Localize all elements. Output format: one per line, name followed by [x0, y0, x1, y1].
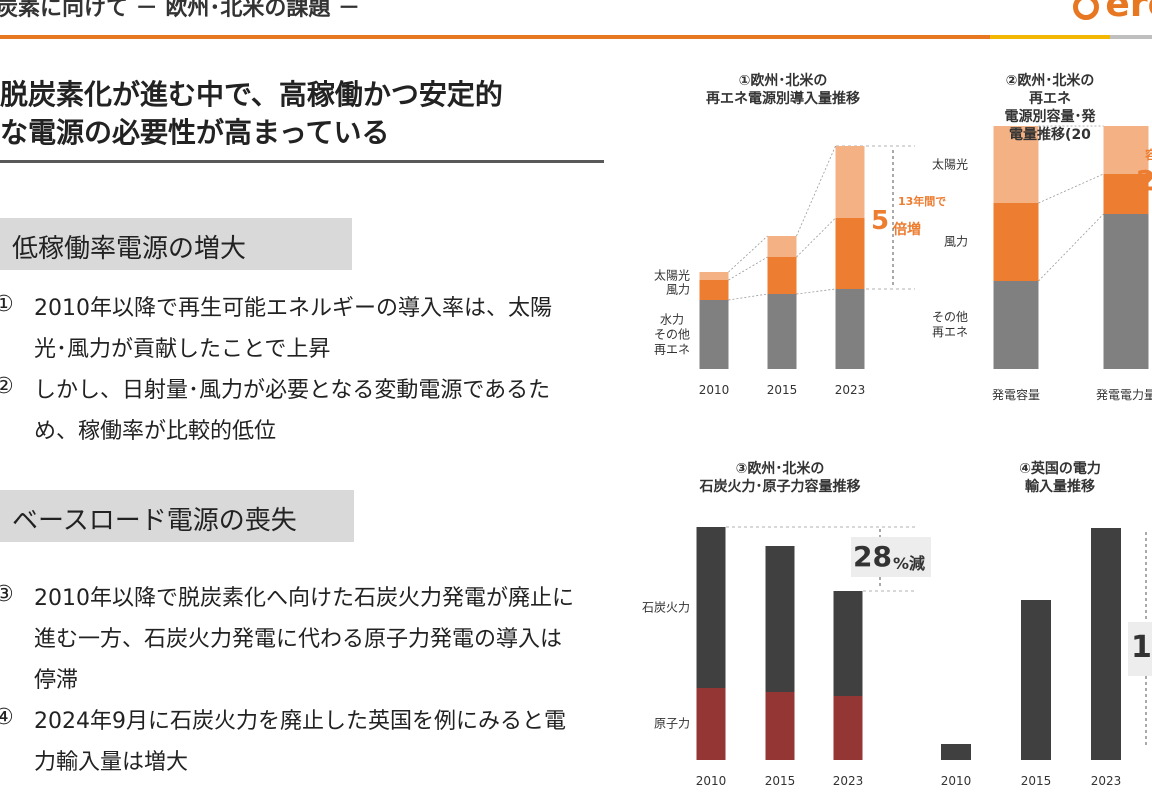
item-number: ③ [0, 582, 14, 607]
annotation-box [1128, 622, 1152, 676]
annotation: 倍増 [893, 222, 921, 238]
chart-title: ④英国の電力輸入量推移 [1019, 461, 1101, 495]
item-text: しかし、日射量･風力が必要となる変動電源であるため、稼働率が比較的低位 [34, 378, 551, 444]
annotation: 18 [1131, 630, 1152, 665]
header-rule [0, 35, 990, 39]
chart-title: ①欧州･北米の 再エネ電源別導入量推移 [706, 73, 860, 107]
chart-title: ③欧州･北米の 石炭火力･原子力容量推移 [699, 461, 861, 495]
item-text: 2024年9月に石炭火力を廃止した英国を例にみると電力輸入量は増大 [34, 709, 566, 775]
item-text: 2010年以降で脱炭素化へ向けた石炭火力発電が廃止に進む一方、石炭火力発電に代わ… [34, 586, 574, 693]
header-title: 炭素に向けて － 欧州･北米の課題 － [0, 0, 360, 21]
annotation-box [851, 537, 931, 577]
annotation: 容 [1145, 148, 1152, 162]
bar-segment [696, 688, 726, 760]
bar-segment [765, 692, 795, 760]
annotation: 2 [1136, 164, 1152, 197]
bar-segment [993, 281, 1039, 369]
annotation: %減 [893, 554, 926, 573]
connector [796, 217, 836, 258]
connector [728, 235, 768, 273]
bar-segment [835, 146, 865, 218]
section-box: 低稼働率電源の増大 [0, 218, 352, 270]
bar-segment [699, 272, 729, 280]
bar-segment [833, 591, 863, 696]
bar-segment [699, 300, 729, 369]
heading-rule [0, 160, 604, 163]
connector [796, 288, 836, 295]
connector [1038, 173, 1104, 204]
bar [1091, 528, 1121, 760]
x-tick-label: 2023 [1090, 774, 1122, 788]
x-tick-label: 2015 [764, 774, 796, 788]
x-tick-label: 2010 [940, 774, 972, 788]
bar-segment [993, 203, 1039, 281]
x-tick-label: 発電電力量 [1095, 388, 1152, 402]
logo-text: ere [1105, 0, 1152, 25]
logo: ere [1073, 0, 1152, 25]
bar-segment [1103, 214, 1149, 369]
item-text: 2010年以降で再生可能エネルギーの導入率は、太陽光･風力が貢献したことで上昇 [34, 296, 552, 362]
connector [1038, 213, 1104, 282]
x-tick-label: 2023 [834, 383, 866, 397]
connector [728, 293, 768, 301]
section-box: ベースロード電源の喪失 [0, 490, 354, 542]
connector [796, 145, 836, 237]
x-tick-label: 2015 [1020, 774, 1052, 788]
bar-segment [767, 294, 797, 369]
x-tick-label: 2010 [698, 383, 730, 397]
section-heading: ベースロード電源の喪失 [12, 506, 297, 536]
bar-segment [993, 126, 1039, 203]
main-heading: 脱炭素化が進む中で、高稼働かつ安定的 な電源の必要性が高まっている [0, 78, 503, 149]
bar-segment [699, 280, 729, 300]
bar-segment [765, 546, 795, 692]
annotation: 5 [871, 206, 890, 236]
bar-segment [1103, 174, 1149, 214]
item-number: ① [0, 292, 14, 317]
section-heading: 低稼働率電源の増大 [12, 234, 247, 264]
bar [1021, 600, 1051, 760]
x-tick-label: 2010 [695, 774, 727, 788]
series-label: 水力 その他 再エネ [653, 312, 690, 356]
header-rule [990, 35, 1110, 39]
bar [941, 744, 971, 760]
annotation: 13年間で [898, 195, 947, 208]
bar-segment [833, 696, 863, 760]
series-label: 石炭火力 [641, 600, 690, 614]
x-tick-label: 発電容量 [991, 388, 1041, 402]
series-label: その他 再エネ [931, 310, 968, 339]
bar-segment [835, 218, 865, 289]
series-label: 風力 [665, 282, 690, 297]
bar-segment [767, 257, 797, 294]
bar-segment [696, 527, 726, 688]
item-number: ② [0, 374, 14, 399]
header-rule [1110, 35, 1152, 39]
bar-segment [767, 236, 797, 257]
annotation: 28 [853, 540, 892, 573]
connector [728, 256, 768, 281]
series-label: 太陽光 [931, 157, 968, 171]
series-label: 風力 [943, 234, 968, 249]
series-label: 太陽光 [653, 268, 690, 283]
bar-segment [835, 289, 865, 369]
item-number: ④ [0, 705, 14, 730]
bar-segment [1103, 126, 1149, 174]
series-label: 原子力 [653, 716, 690, 731]
x-tick-label: 2023 [832, 774, 864, 788]
chart-title: ②欧州･北米の再エネ 電源別容量･発電量推移(20 [1004, 73, 1096, 143]
x-tick-label: 2015 [766, 383, 798, 397]
